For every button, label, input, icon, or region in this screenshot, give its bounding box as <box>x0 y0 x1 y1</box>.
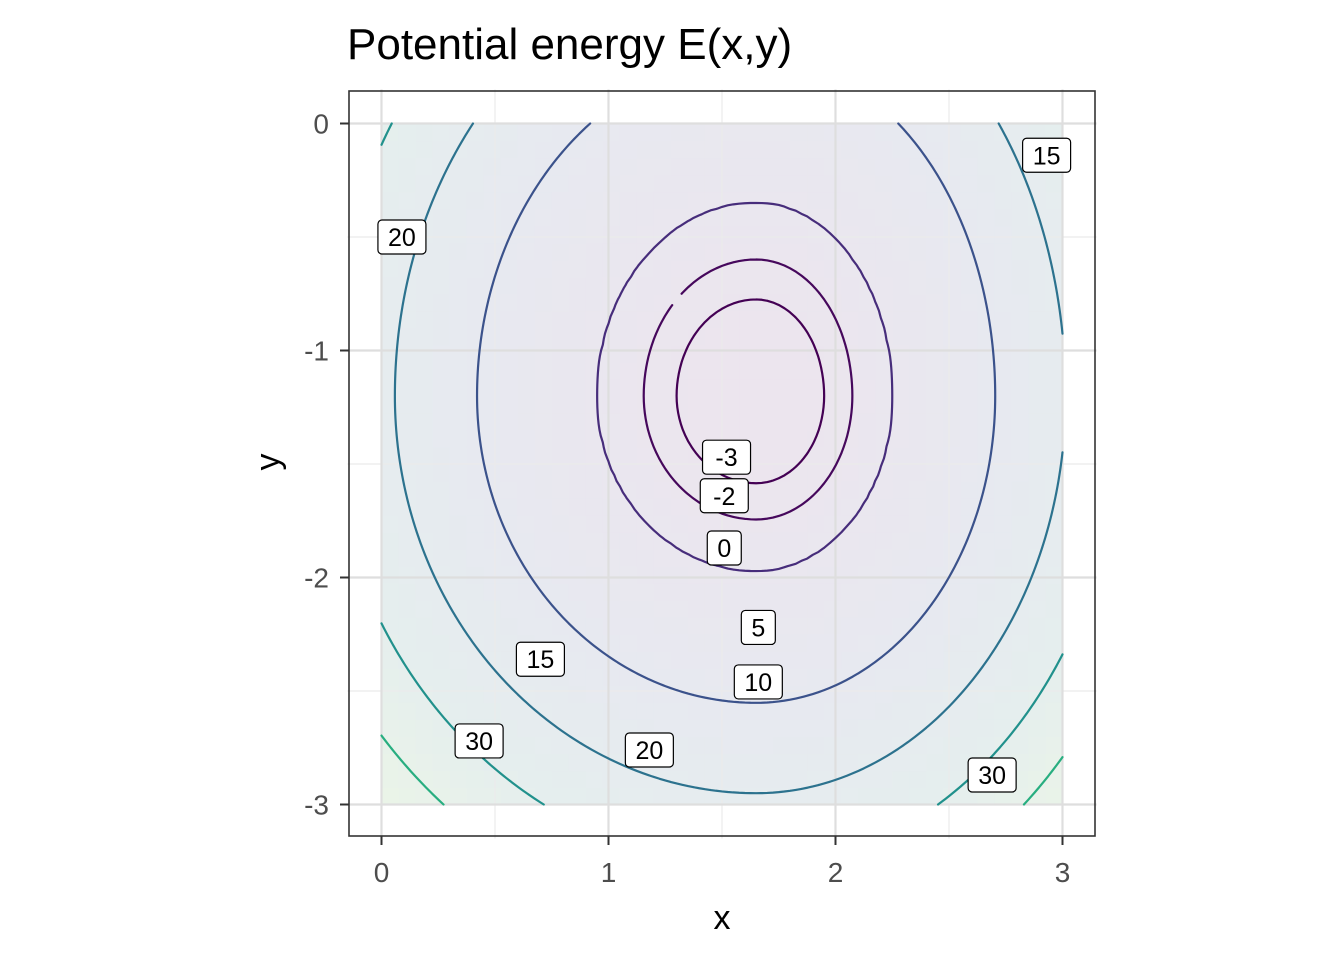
contour-label: 0 <box>706 530 742 566</box>
contour-label-text: 15 <box>1033 142 1061 170</box>
y-tick-label: -3 <box>304 790 329 821</box>
contour-label-box <box>1022 137 1072 173</box>
contour-line-20 <box>380 734 1064 806</box>
contour-label-box <box>699 478 749 514</box>
contour-label-box <box>733 664 783 700</box>
contour-label-box <box>706 530 742 566</box>
x-tick-label: 3 <box>1055 857 1071 888</box>
contour-label-text: 20 <box>635 737 663 765</box>
contour-label-box <box>515 641 566 677</box>
chart-title: Potential energy E(x,y) <box>347 20 792 69</box>
contour-label-box <box>740 609 776 646</box>
axes: 0 1 2 3 -3 -2 -1 0 <box>304 109 1070 889</box>
contour-label-box <box>701 439 752 475</box>
contour-label-text: 0 <box>717 535 731 563</box>
x-tick-label: 0 <box>374 857 390 888</box>
y-tick-label: -2 <box>304 563 329 594</box>
contour-label: -3 <box>701 439 752 475</box>
contour-label-box <box>454 723 504 759</box>
contour-label-box <box>967 757 1017 793</box>
contour-label-text: 20 <box>388 224 416 252</box>
contour-lines <box>380 122 1064 806</box>
contour-labels: -3 -2 0 5 10 15 20 20 30 30 15 <box>377 137 1072 793</box>
contour-label-text: 10 <box>744 669 772 697</box>
contour-label-text: 30 <box>465 728 493 756</box>
y-tick-label: -1 <box>304 336 329 367</box>
y-tick-label: 0 <box>313 109 329 140</box>
contour-label: 15 <box>1022 137 1072 173</box>
contour-label: 5 <box>740 609 776 646</box>
contour-label: 30 <box>967 757 1017 793</box>
contour-label: 20 <box>377 219 427 255</box>
contour-label-box <box>624 732 674 768</box>
x-tick-label: 1 <box>601 857 617 888</box>
contour-label-text: 15 <box>526 646 554 674</box>
contour-label-text: -3 <box>715 444 737 472</box>
contour-line-5 <box>475 122 997 704</box>
contour-line-10 <box>393 122 1064 795</box>
contour-label: 10 <box>733 664 783 700</box>
x-tick-label: 2 <box>828 857 844 888</box>
contour-label: 30 <box>454 723 504 759</box>
panel-border <box>348 90 1096 837</box>
y-axis-title: y <box>249 454 287 471</box>
contour-label-text: 30 <box>978 762 1006 790</box>
contour-label: 15 <box>515 641 566 677</box>
contour-line-neg3 <box>675 298 826 485</box>
contour-label: -2 <box>699 478 749 514</box>
x-axis-title: x <box>714 899 731 937</box>
contour-label-text: 5 <box>751 614 765 642</box>
contour-label-text: -2 <box>713 483 735 511</box>
contour-label: 20 <box>624 732 674 768</box>
contour-label-box <box>377 219 427 255</box>
contour-line-neg2 <box>642 258 854 521</box>
